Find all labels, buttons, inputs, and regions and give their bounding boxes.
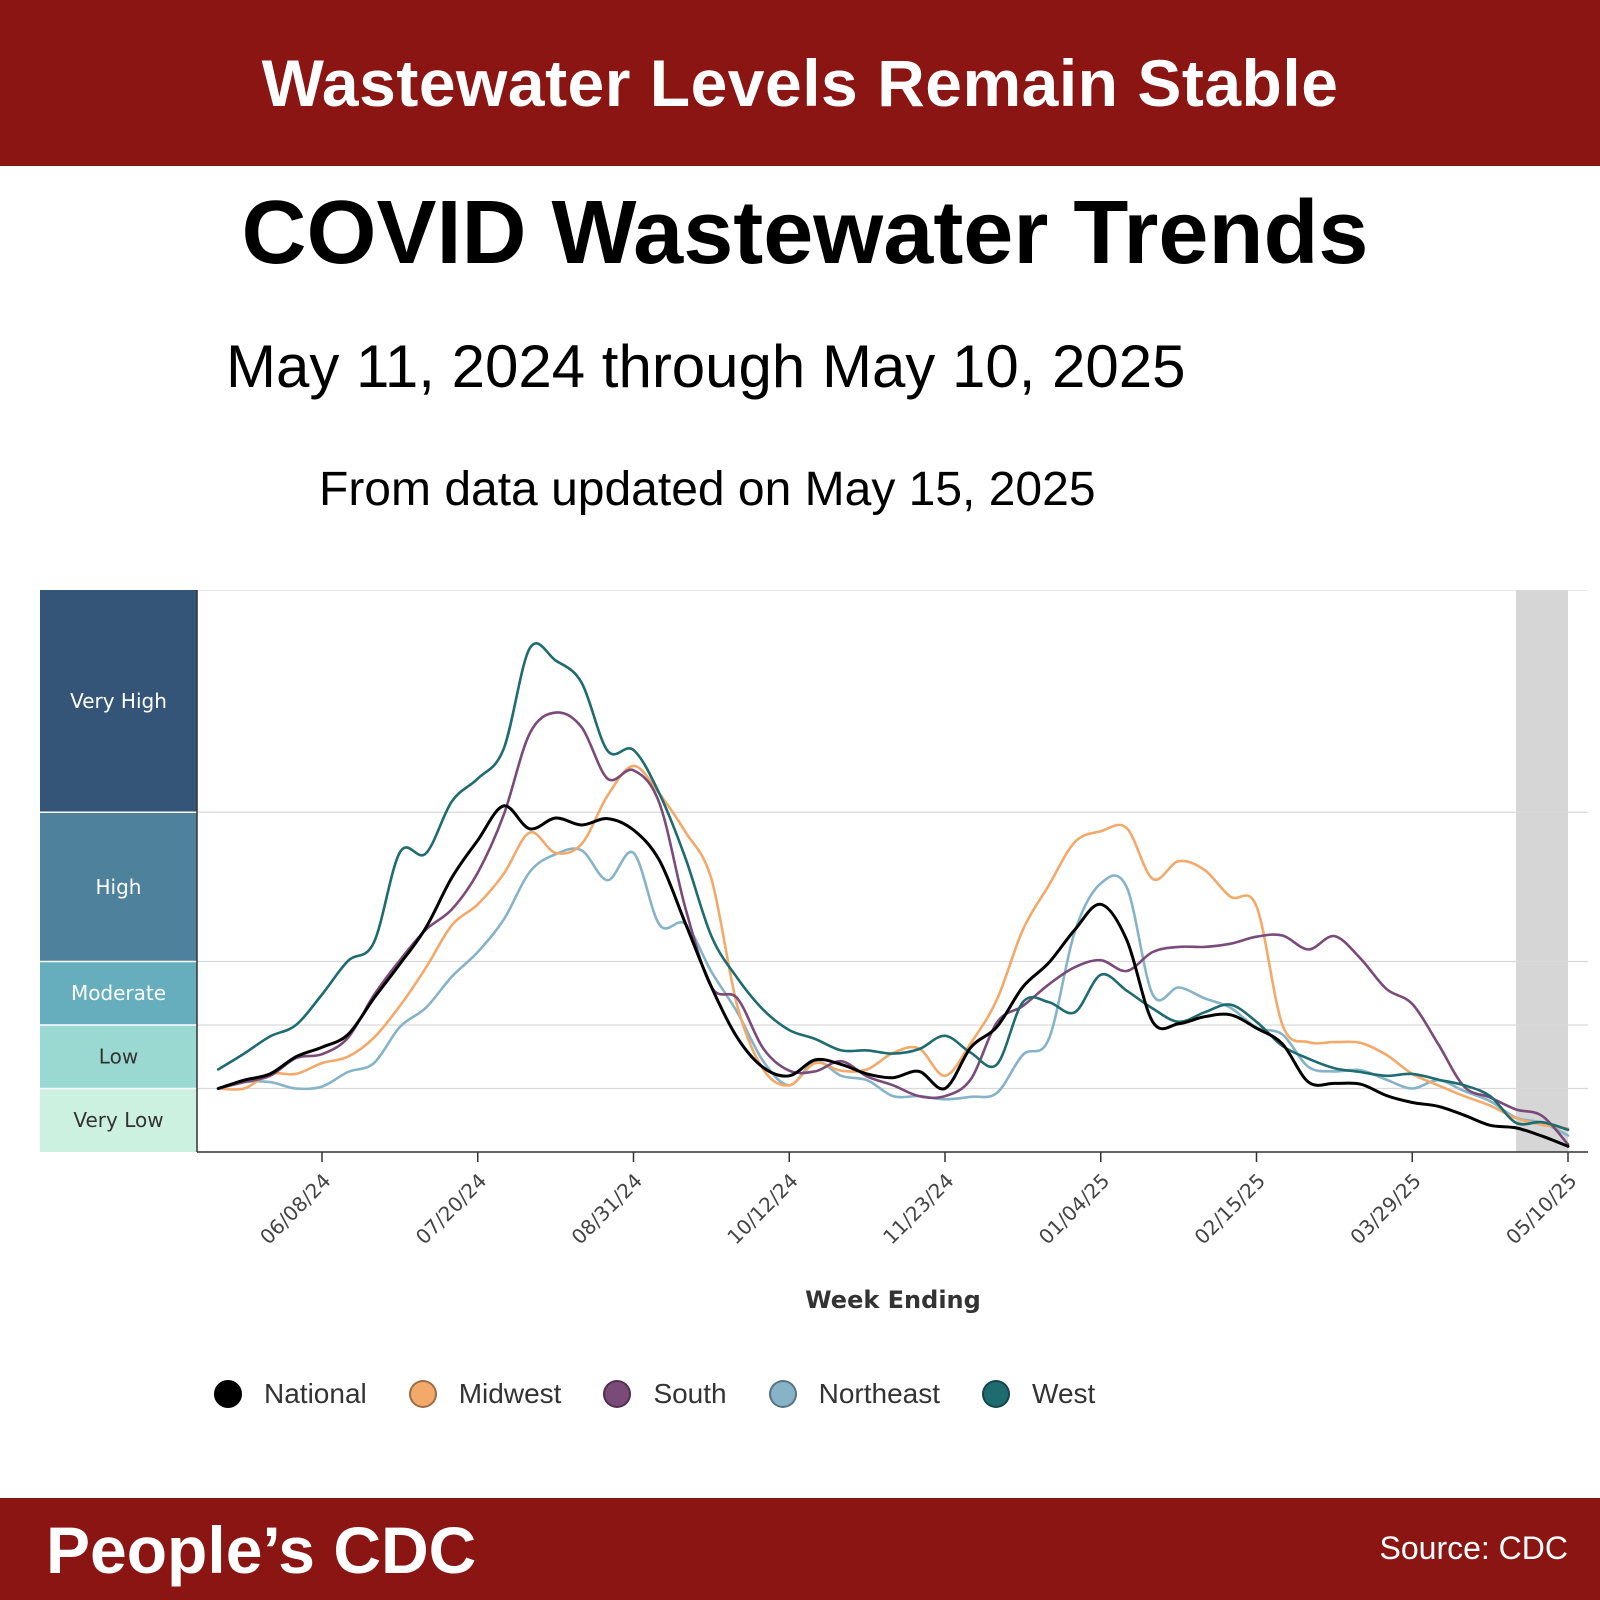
legend-label: Northeast (818, 1378, 941, 1409)
x-tick-label: 08/31/24 (567, 1169, 647, 1249)
level-label-moderate: Moderate (71, 981, 166, 1005)
level-band-very-high (40, 590, 197, 813)
x-tick-label: 10/12/24 (722, 1169, 802, 1249)
top-banner: Wastewater Levels Remain Stable (0, 0, 1600, 166)
level-label-high: High (96, 875, 142, 899)
legend-swatch-northeast (768, 1380, 797, 1408)
provisional-data-region (1516, 590, 1568, 1152)
axes (196, 590, 1588, 1153)
x-tick-label: 06/08/24 (255, 1169, 335, 1249)
level-band-moderate (40, 961, 197, 1025)
level-band-very-low (40, 1088, 197, 1152)
legend-label: Midwest (458, 1378, 562, 1409)
gridlines (197, 590, 1588, 1090)
data-updated-note: From data updated on May 15, 2025 (319, 463, 1096, 516)
wastewater-line-chart: Very Low Low Moderate High Very High 06/08/2… (40, 590, 1588, 1314)
legend-item-west: West (982, 1378, 1095, 1410)
x-axis-label: Week Ending (805, 1286, 981, 1314)
x-tick-label: 02/15/25 (1190, 1169, 1270, 1249)
x-axis-ticks: 06/08/24 07/20/24 08/31/24 10/12/24 11/23/24… (255, 1152, 1582, 1249)
legend-item-midwest: Midwest (408, 1378, 562, 1410)
legend-swatch-west (982, 1380, 1011, 1408)
series-line-west (216, 642, 1570, 1132)
level-bands: Very Low Low Moderate High Very High (40, 590, 197, 1152)
level-label-low: Low (99, 1045, 138, 1069)
x-tick-label: 11/23/24 (878, 1169, 958, 1249)
legend-label: West (1032, 1378, 1096, 1409)
legend-item-south: South (603, 1378, 727, 1410)
date-range: May 11, 2024 through May 10, 2025 (226, 333, 1186, 400)
level-label-very-low: Very Low (73, 1108, 163, 1132)
bottom-banner: People’s CDC Source: CDC (0, 1498, 1600, 1600)
legend-label: National (264, 1378, 367, 1409)
x-tick-label: 05/10/25 (1501, 1169, 1581, 1249)
provisional-shade (1516, 590, 1568, 1152)
level-label-very-high: Very High (70, 689, 167, 713)
legend-swatch-south (603, 1380, 632, 1408)
headline: Wastewater Levels Remain Stable (261, 46, 1339, 120)
x-tick-label: 03/29/25 (1345, 1169, 1425, 1249)
chart-title: COVID Wastewater Trends (241, 183, 1369, 283)
legend: National Midwest South Northeast West (214, 1378, 1137, 1410)
source-note: Source: CDC (1379, 1530, 1569, 1566)
legend-label: South (653, 1378, 727, 1409)
level-band-low (40, 1024, 197, 1089)
legend-item-northeast: Northeast (768, 1378, 941, 1410)
series-line-south (216, 711, 1570, 1146)
legend-item-national: National (214, 1378, 367, 1410)
series-line-national (216, 804, 1570, 1148)
legend-swatch-midwest (408, 1380, 437, 1408)
legend-swatch-national (214, 1380, 242, 1408)
series-line-northeast (216, 847, 1570, 1137)
brand-logo-text: People’s CDC (46, 1513, 477, 1587)
x-tick-label: 01/04/25 (1034, 1169, 1114, 1249)
level-band-high (40, 812, 197, 962)
x-tick-label: 07/20/24 (411, 1169, 491, 1249)
series-lines (216, 642, 1570, 1148)
